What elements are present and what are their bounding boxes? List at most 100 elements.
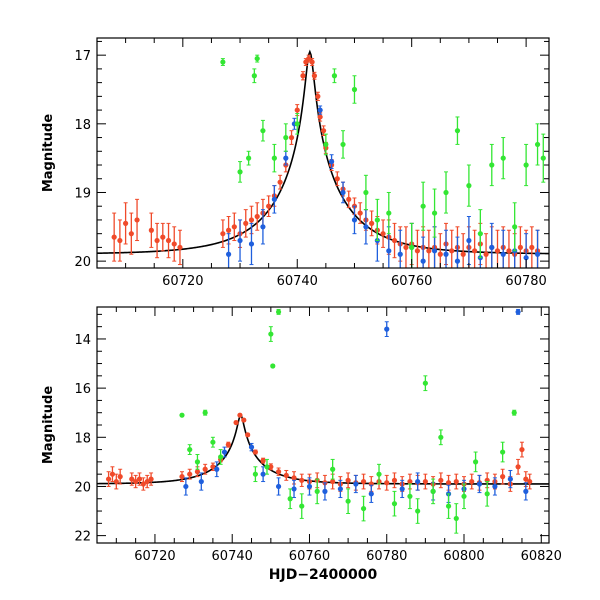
data-point [472, 248, 478, 254]
data-point [260, 471, 266, 477]
data-point [187, 471, 193, 477]
data-point [183, 483, 189, 490]
top-panel: 60720 60740 60760 60780 17 18 19 20 Magnitude [41, 37, 550, 289]
data-point [260, 224, 266, 230]
data-point [353, 481, 359, 487]
plot-frame [96, 306, 550, 544]
data-point [334, 176, 340, 182]
data-point [506, 248, 512, 254]
data-point [540, 155, 546, 161]
y-axis-label: Magnitude [41, 114, 56, 193]
data-point [519, 446, 525, 453]
data-point [225, 442, 231, 448]
data-point [494, 248, 501, 254]
x-tick-label: 60740 [277, 274, 318, 289]
data-point [407, 493, 413, 499]
x-tick-label: 60820 [521, 549, 562, 564]
data-point [294, 107, 300, 113]
data-point [391, 501, 398, 507]
data-point [268, 331, 274, 337]
data-point [287, 496, 293, 502]
data-point [453, 478, 459, 485]
data-point [360, 478, 367, 485]
data-point [214, 466, 220, 472]
data-point [187, 446, 193, 453]
data-point [430, 488, 436, 494]
data-point [363, 189, 369, 196]
data-point [299, 477, 305, 483]
data-point [420, 258, 426, 264]
data-point [317, 107, 323, 113]
data-point [291, 486, 297, 492]
data-point [472, 459, 479, 465]
data-point [500, 474, 506, 480]
series-green [220, 54, 546, 268]
data-point [511, 410, 517, 416]
data-point [160, 234, 166, 240]
data-point [397, 251, 403, 257]
plot-frame [96, 37, 550, 269]
y-tick-label: 22 [74, 530, 91, 545]
series-red [105, 412, 533, 492]
data-point [380, 231, 386, 237]
data-point [330, 478, 336, 485]
data-point [231, 224, 237, 230]
data-point [294, 121, 300, 127]
data-point [337, 486, 343, 492]
data-point [374, 217, 380, 223]
data-point [134, 217, 140, 223]
data-point [251, 73, 257, 79]
data-point [403, 244, 409, 251]
data-point [453, 515, 459, 522]
y-axis-label: Magnitude [41, 386, 56, 465]
data-point [317, 114, 323, 120]
data-point [512, 224, 518, 230]
data-point [225, 251, 232, 257]
model-curve [97, 413, 549, 485]
data-point [345, 477, 351, 483]
data-point [277, 179, 283, 185]
data-point [220, 231, 226, 237]
data-point [523, 162, 529, 168]
data-point [218, 454, 224, 460]
data-point [460, 251, 466, 257]
x-tick-label: 60780 [366, 549, 407, 564]
data-point [489, 162, 495, 168]
data-point [264, 464, 270, 470]
data-point [194, 459, 201, 465]
data-point [466, 237, 472, 244]
data-point [248, 444, 255, 450]
data-point [243, 220, 249, 226]
data-point [357, 210, 363, 216]
data-point [534, 141, 541, 148]
data-point [407, 478, 413, 485]
data-point [454, 128, 461, 134]
data-point [409, 244, 415, 251]
data-point [507, 476, 513, 482]
data-point [443, 189, 449, 196]
data-point [328, 158, 335, 165]
data-point [517, 244, 523, 251]
data-point [320, 128, 327, 134]
data-point [437, 251, 443, 257]
data-point [117, 474, 123, 480]
data-point [306, 55, 312, 62]
data-point [369, 220, 375, 226]
data-point [529, 244, 535, 251]
x-tick-label: 60720 [134, 549, 175, 564]
data-point [241, 417, 247, 423]
data-point [306, 483, 313, 490]
series-blue [183, 308, 529, 503]
y-tick-label: 16 [74, 382, 91, 397]
data-point [500, 449, 506, 455]
x-axis-label: HJD−2400000 [269, 567, 378, 583]
data-point [128, 231, 134, 237]
data-point [489, 244, 495, 251]
y-tick-label: 18 [74, 431, 91, 446]
data-point [194, 469, 201, 475]
data-point [268, 464, 274, 470]
data-point [109, 471, 116, 477]
data-point [384, 480, 390, 486]
data-point [438, 477, 444, 483]
